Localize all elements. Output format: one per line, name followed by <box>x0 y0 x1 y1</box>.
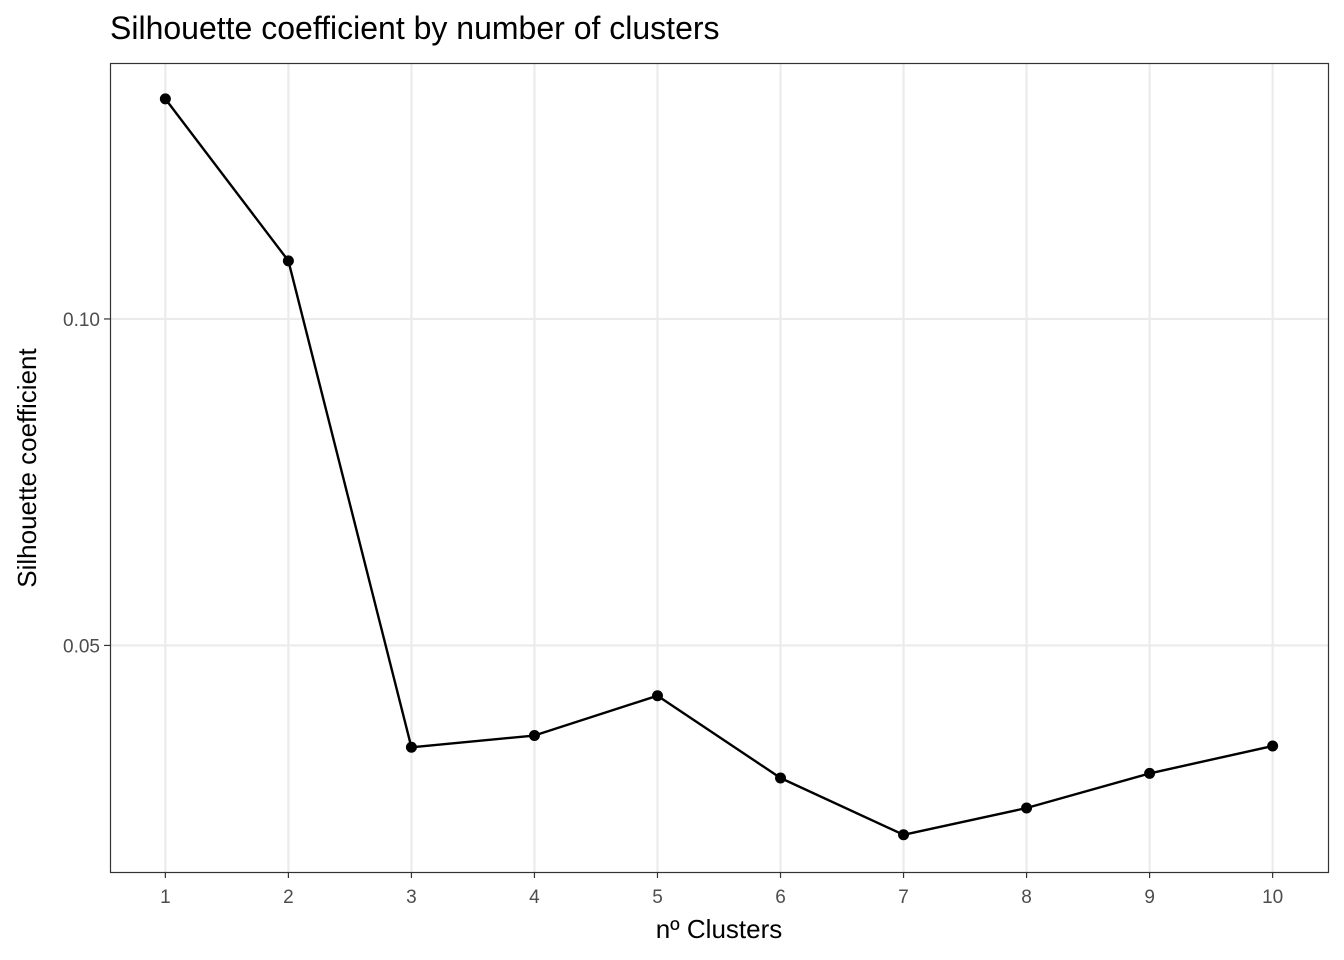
x-tick-label: 7 <box>898 887 909 908</box>
data-point <box>775 772 787 784</box>
data-point <box>528 730 540 742</box>
series-line <box>164 98 1273 836</box>
x-tick-label: 10 <box>1262 887 1283 908</box>
y-tick-label: 0.10 <box>63 310 100 331</box>
data-point <box>405 741 417 753</box>
data-point <box>1144 767 1156 779</box>
x-tick-label: 2 <box>283 887 294 908</box>
data-point <box>1021 802 1033 814</box>
x-tick-label: 8 <box>1021 887 1032 908</box>
x-axis-title: nº Clusters <box>656 914 783 944</box>
grid-layer <box>110 63 1328 872</box>
y-axis-title: Silhouette coefficient <box>12 347 42 587</box>
x-tick-label: 9 <box>1144 887 1155 908</box>
data-point <box>1267 740 1279 752</box>
chart-title: Silhouette coefficient by number of clus… <box>110 10 720 46</box>
data-point <box>282 255 294 267</box>
panel-border <box>109 62 1330 874</box>
x-tick-label: 4 <box>529 887 540 908</box>
series-layer <box>159 93 1279 841</box>
y-tick-label: 0.05 <box>63 636 100 657</box>
x-tick-label: 5 <box>652 887 663 908</box>
x-tick-label: 3 <box>406 887 417 908</box>
data-point <box>159 93 171 105</box>
axis-layer: 1 2 3 4 5 6 7 8 9 10 0.05 0.10 <box>63 310 1283 908</box>
x-tick-label: 1 <box>160 887 171 908</box>
data-point <box>898 829 910 841</box>
x-tick-label: 6 <box>775 887 786 908</box>
data-point <box>651 690 663 702</box>
